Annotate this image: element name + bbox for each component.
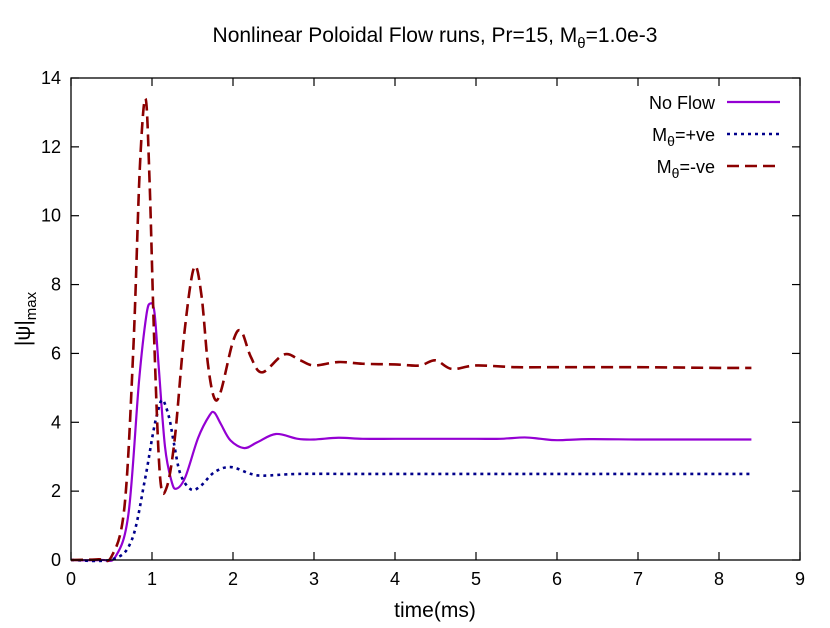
series-line-2 [70, 97, 752, 563]
series-line-0 [70, 302, 752, 563]
x-tick-label: 9 [795, 569, 805, 589]
x-tick-label: 1 [147, 569, 157, 589]
y-axis-label: |ψ|max [12, 291, 40, 346]
y-tick-label: 4 [51, 412, 61, 432]
y-tick-label: 12 [41, 137, 61, 157]
y-tick-label: 6 [51, 343, 61, 363]
series-line-1 [70, 398, 752, 563]
x-tick-label: 2 [228, 569, 238, 589]
y-tick-label: 0 [51, 550, 61, 570]
legend-label-0: No Flow [649, 93, 716, 113]
chart-title-subscript: θ [577, 35, 585, 52]
y-tick-label: 8 [51, 275, 61, 295]
legend-label-2: Mθ=-ve [657, 157, 715, 181]
x-tick-label: 6 [552, 569, 562, 589]
x-axis-label: time(ms) [394, 599, 476, 622]
y-tick-label: 10 [41, 206, 61, 226]
x-tick-label: 7 [633, 569, 643, 589]
plot-frame [70, 77, 801, 561]
x-tick-label: 8 [714, 569, 724, 589]
legend-label-1: Mθ=+ve [652, 125, 715, 149]
x-tick-label: 0 [66, 569, 76, 589]
y-tick-label: 14 [41, 68, 61, 88]
y-tick-label: 2 [51, 481, 61, 501]
x-tick-label: 5 [471, 569, 481, 589]
x-tick-label: 4 [390, 569, 400, 589]
chart-title: Nonlinear Poloidal Flow runs, Pr=15, Mθ=… [213, 24, 658, 52]
x-tick-label: 3 [309, 569, 319, 589]
